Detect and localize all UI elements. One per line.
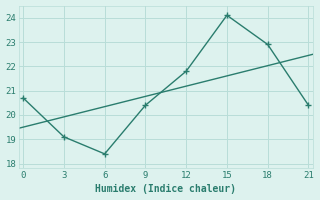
X-axis label: Humidex (Indice chaleur): Humidex (Indice chaleur) (95, 184, 236, 194)
